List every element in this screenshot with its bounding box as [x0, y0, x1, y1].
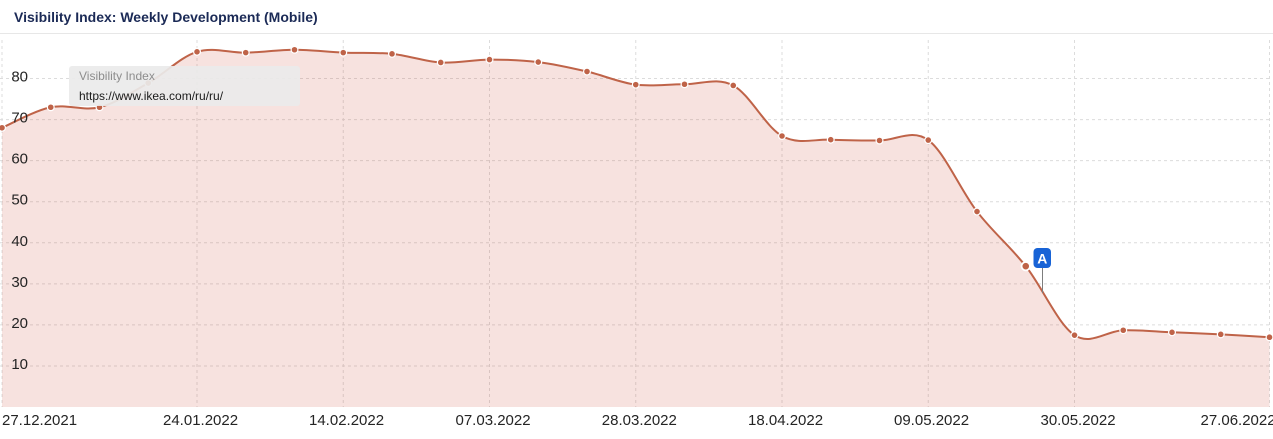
svg-text:20: 20	[11, 315, 28, 332]
svg-text:80: 80	[11, 69, 28, 86]
svg-text:60: 60	[11, 151, 28, 168]
svg-text:30: 30	[11, 274, 28, 291]
svg-text:40: 40	[11, 233, 28, 250]
svg-text:50: 50	[11, 192, 28, 209]
svg-text:70: 70	[11, 110, 28, 127]
svg-text:10: 10	[11, 356, 28, 373]
